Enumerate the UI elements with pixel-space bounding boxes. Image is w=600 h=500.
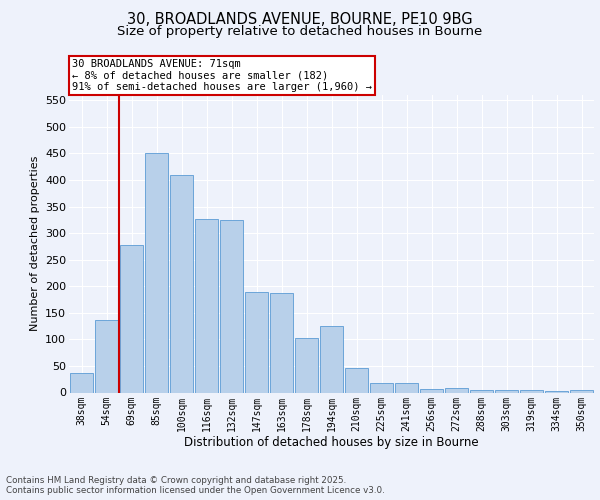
Bar: [270, 292, 293, 392]
Bar: [395, 384, 418, 392]
Bar: [295, 338, 318, 392]
Text: 30, BROADLANDS AVENUE, BOURNE, PE10 9BG: 30, BROADLANDS AVENUE, BOURNE, PE10 9BG: [127, 12, 473, 28]
Bar: [195, 219, 218, 392]
Bar: [320, 326, 343, 392]
Bar: [120, 246, 143, 392]
Bar: [170, 174, 193, 392]
Y-axis label: Number of detached properties: Number of detached properties: [29, 156, 40, 332]
Text: Contains HM Land Registry data © Crown copyright and database right 2025.
Contai: Contains HM Land Registry data © Crown c…: [6, 476, 385, 495]
X-axis label: Distribution of detached houses by size in Bourne: Distribution of detached houses by size …: [184, 436, 479, 449]
Bar: [245, 292, 268, 392]
Bar: [520, 390, 543, 392]
Bar: [145, 154, 168, 392]
Bar: [470, 390, 493, 392]
Bar: [495, 390, 518, 392]
Bar: [370, 383, 393, 392]
Bar: [70, 373, 93, 392]
Bar: [570, 390, 593, 392]
Bar: [345, 368, 368, 392]
Text: Size of property relative to detached houses in Bourne: Size of property relative to detached ho…: [118, 25, 482, 38]
Bar: [220, 220, 243, 392]
Bar: [420, 390, 443, 392]
Text: 30 BROADLANDS AVENUE: 71sqm
← 8% of detached houses are smaller (182)
91% of sem: 30 BROADLANDS AVENUE: 71sqm ← 8% of deta…: [71, 59, 371, 92]
Bar: [445, 388, 468, 392]
Bar: [95, 320, 118, 392]
